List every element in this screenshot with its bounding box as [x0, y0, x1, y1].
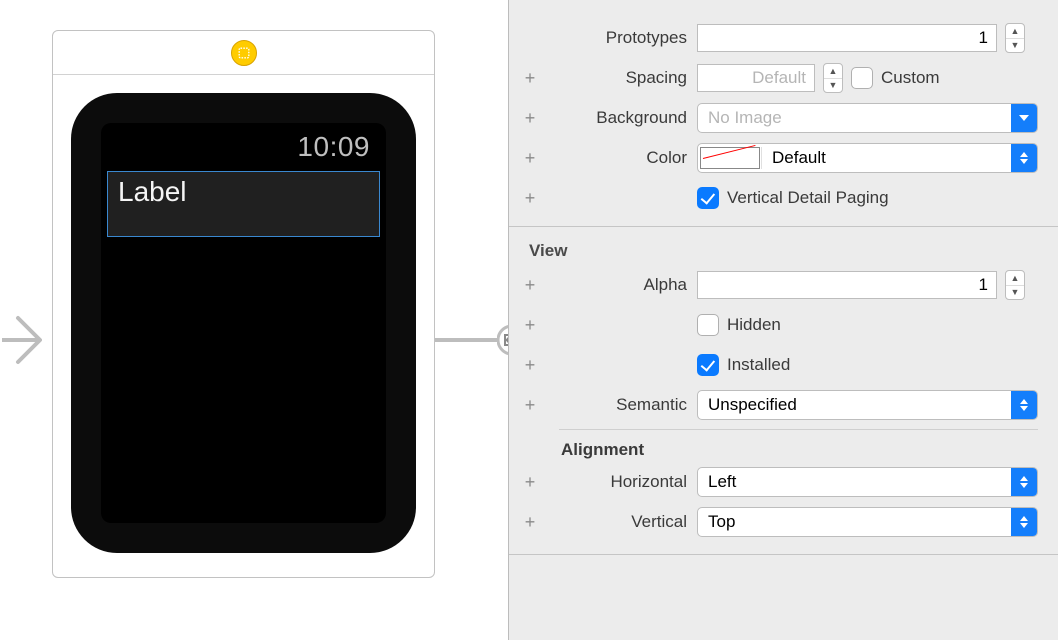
semantic-label: Semantic	[543, 395, 697, 415]
horizontal-dropdown[interactable]: Left	[697, 467, 1038, 497]
section-divider	[509, 554, 1058, 555]
updown-arrow-icon	[1011, 508, 1037, 536]
vertical-detail-paging-row: + Vertical Detail Paging	[509, 178, 1058, 218]
vertical-label: Vertical	[543, 512, 697, 532]
color-label: Color	[543, 148, 697, 168]
installed-checkbox[interactable]	[697, 354, 719, 376]
add-variant-icon[interactable]: +	[517, 148, 543, 169]
vertical-row: + Vertical Top	[509, 502, 1058, 542]
updown-arrow-icon	[1011, 468, 1037, 496]
chevron-down-icon	[1011, 104, 1037, 132]
alpha-stepper[interactable]: ▲▼	[1005, 270, 1025, 300]
hidden-label: Hidden	[727, 315, 781, 335]
label-text: Label	[118, 176, 187, 208]
add-variant-icon[interactable]: +	[517, 68, 543, 89]
prototypes-input[interactable]	[697, 24, 997, 52]
scene-title-bar[interactable]	[53, 31, 434, 75]
alpha-input[interactable]	[697, 271, 997, 299]
installed-row: + Installed	[509, 345, 1058, 385]
vertical-dropdown[interactable]: Top	[697, 507, 1038, 537]
hidden-row: + Hidden	[509, 305, 1058, 345]
spacing-input[interactable]: Default	[697, 64, 815, 92]
table-row-label-selected[interactable]: Label	[107, 171, 380, 237]
alpha-label: Alpha	[543, 275, 697, 295]
watch-screen[interactable]: 10:09 Label	[101, 123, 386, 523]
spacing-label: Spacing	[543, 68, 697, 88]
semantic-dropdown[interactable]: Unspecified	[697, 390, 1038, 420]
alpha-row: + Alpha ▲▼	[509, 265, 1058, 305]
interface-controller-icon	[231, 40, 257, 66]
add-variant-icon[interactable]: +	[517, 315, 543, 336]
background-label: Background	[543, 108, 697, 128]
updown-arrow-icon	[1011, 144, 1037, 172]
thin-divider	[559, 429, 1038, 430]
watch-status-time: 10:09	[297, 131, 370, 163]
hidden-checkbox[interactable]	[697, 314, 719, 336]
add-variant-icon[interactable]: +	[517, 395, 543, 416]
view-section-header: View	[509, 233, 1058, 265]
updown-arrow-icon	[1011, 391, 1037, 419]
installed-label: Installed	[727, 355, 790, 375]
vertical-detail-paging-checkbox[interactable]	[697, 187, 719, 209]
segue-connector-line	[435, 338, 505, 342]
custom-spacing-label: Custom	[881, 68, 940, 88]
watch-device-frame: 10:09 Label	[71, 93, 416, 553]
spacing-stepper[interactable]: ▲▼	[823, 63, 843, 93]
add-variant-icon[interactable]: +	[517, 275, 543, 296]
prototypes-row: Prototypes ▲▼	[509, 18, 1058, 58]
segue-entry-arrow	[0, 310, 42, 370]
horizontal-label: Horizontal	[543, 472, 697, 492]
add-variant-icon[interactable]: +	[517, 512, 543, 533]
color-dropdown[interactable]: Default	[697, 143, 1038, 173]
color-row: + Color Default	[509, 138, 1058, 178]
custom-spacing-checkbox[interactable]	[851, 67, 873, 89]
color-well[interactable]	[700, 147, 760, 169]
attributes-inspector: Prototypes ▲▼ + Spacing Default ▲▼ Custo…	[508, 0, 1058, 640]
prototypes-stepper[interactable]: ▲▼	[1005, 23, 1025, 53]
background-dropdown[interactable]: No Image	[697, 103, 1038, 133]
prototypes-label: Prototypes	[543, 28, 697, 48]
add-variant-icon[interactable]: +	[517, 355, 543, 376]
semantic-row: + Semantic Unspecified	[509, 385, 1058, 425]
section-divider	[509, 226, 1058, 227]
background-row: + Background No Image	[509, 98, 1058, 138]
add-variant-icon[interactable]: +	[517, 108, 543, 129]
add-variant-icon[interactable]: +	[517, 188, 543, 209]
spacing-row: + Spacing Default ▲▼ Custom	[509, 58, 1058, 98]
add-variant-icon[interactable]: +	[517, 472, 543, 493]
alignment-subheader: Alignment	[509, 434, 1058, 462]
storyboard-canvas[interactable]: 10:09 Label	[0, 0, 500, 640]
watch-interface-scene[interactable]: 10:09 Label	[52, 30, 435, 578]
vertical-detail-paging-label: Vertical Detail Paging	[727, 188, 889, 208]
horizontal-row: + Horizontal Left	[509, 462, 1058, 502]
